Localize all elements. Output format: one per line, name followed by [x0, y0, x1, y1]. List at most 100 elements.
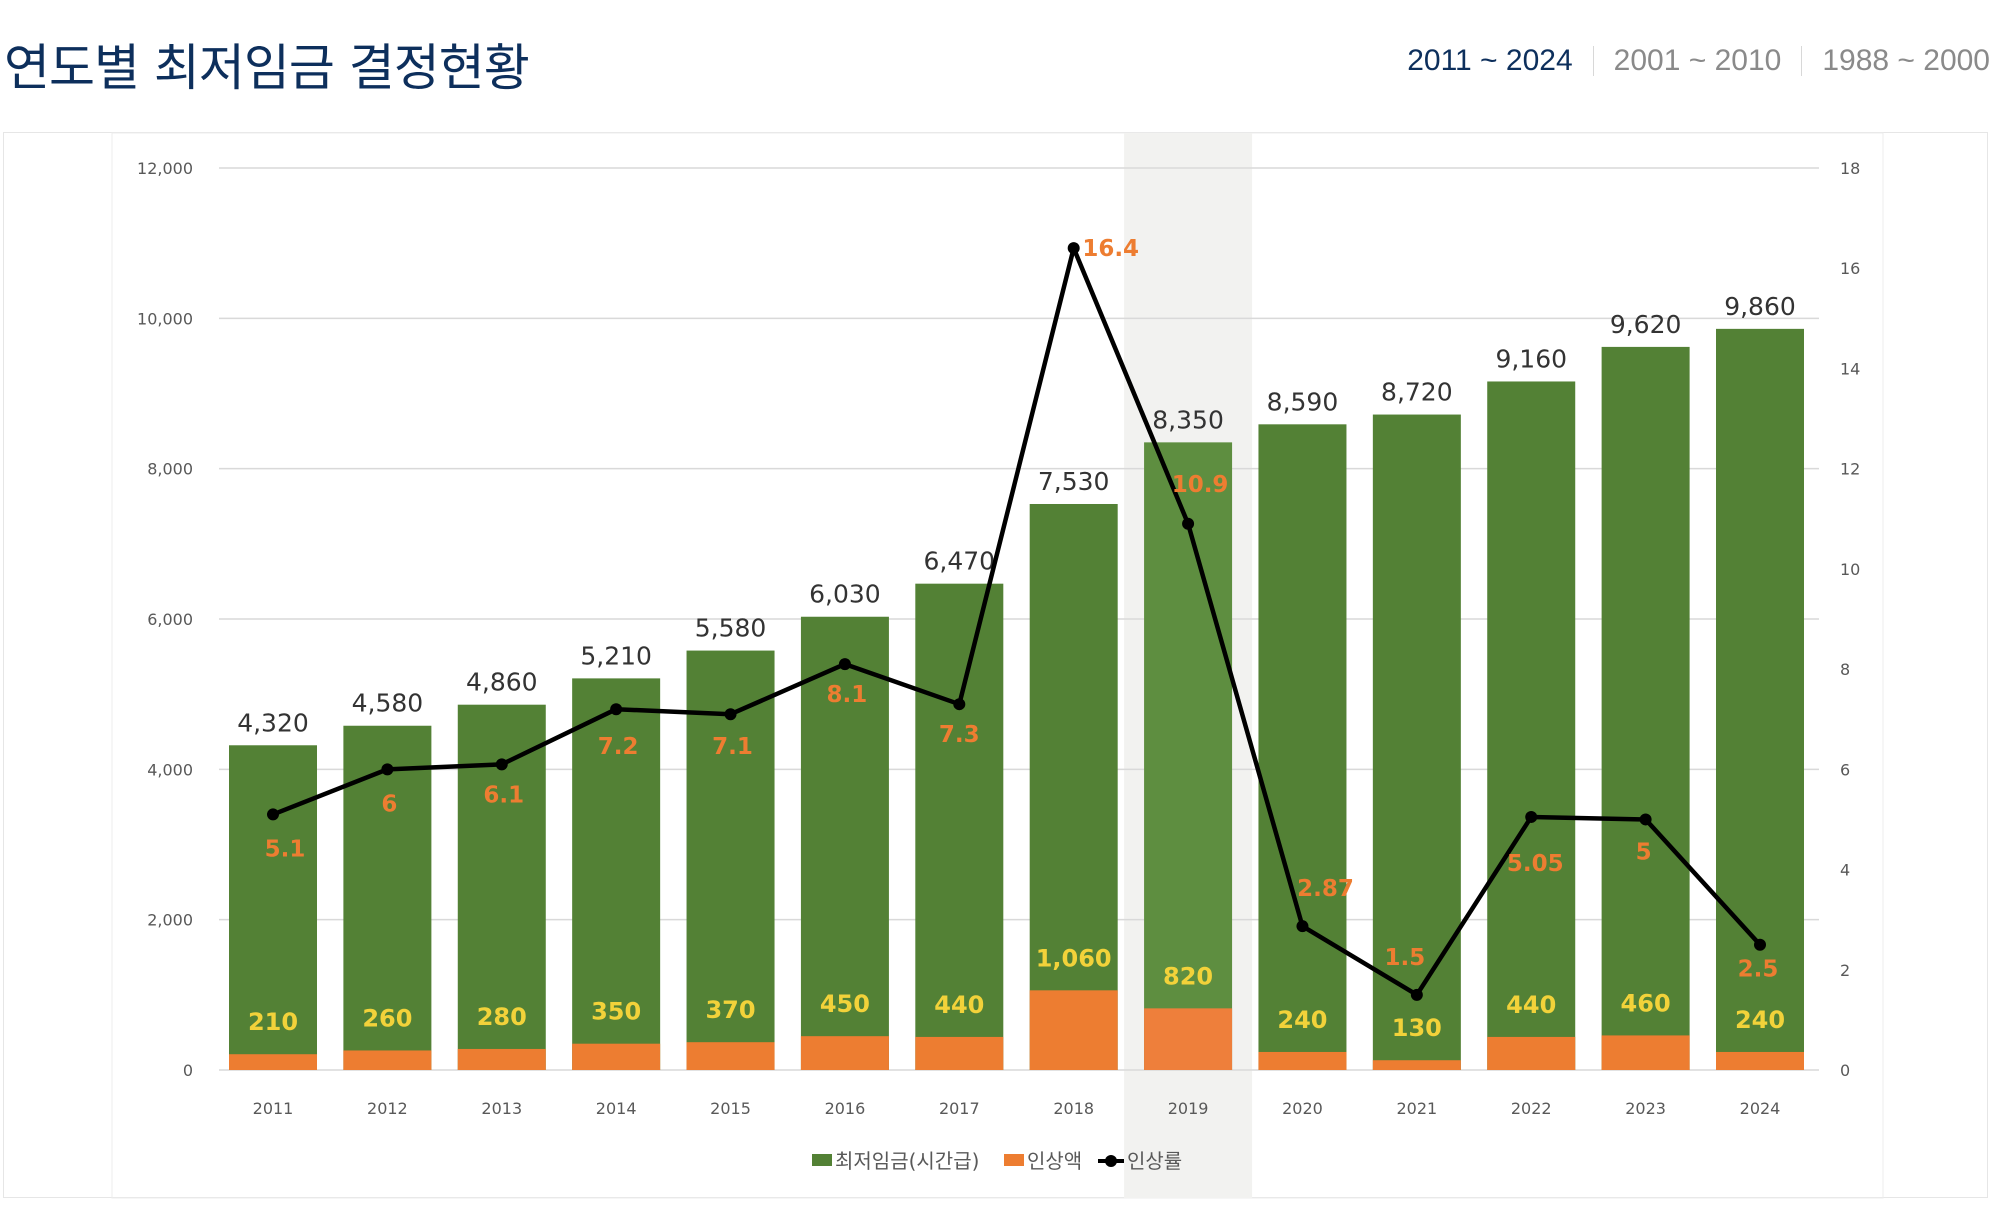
rate-label: 5.05 [1507, 851, 1564, 877]
wage-label: 8,720 [1381, 378, 1453, 407]
wage-bar [1487, 381, 1576, 1070]
x-tick-label: 2017 [939, 1099, 980, 1118]
y-right-tick-label: 8 [1840, 660, 1850, 679]
increase-label: 130 [1392, 1014, 1442, 1042]
increase-bar [1716, 1051, 1804, 1070]
rate-marker [495, 758, 508, 771]
y-right-tick-label: 16 [1840, 259, 1860, 278]
rate-label: 8.1 [827, 682, 868, 708]
increase-bar [915, 1036, 1004, 1070]
rate-marker [1067, 242, 1080, 255]
rate-label: 7.1 [712, 734, 753, 760]
rate-label: 2.87 [1297, 876, 1354, 902]
wage-label: 5,580 [695, 614, 767, 643]
increase-label: 460 [1621, 989, 1671, 1017]
wage-bar [800, 616, 889, 1070]
legend-label-rate: 인상률 [1127, 1149, 1182, 1173]
period-tabs: 2011 ~ 2024 2001 ~ 2010 1988 ~ 2000 [1387, 44, 1990, 78]
increase-bar [1144, 1008, 1233, 1070]
y-left-tick-label: 0 [183, 1061, 193, 1080]
x-tick-label: 2015 [710, 1099, 751, 1118]
plot-area [111, 132, 1884, 1199]
y-right-tick-label: 18 [1840, 159, 1860, 178]
rate-label: 5.1 [265, 836, 306, 862]
wage-label: 9,860 [1724, 292, 1796, 321]
x-tick-label: 2019 [1168, 1099, 1209, 1118]
wage-label: 4,580 [352, 689, 424, 718]
wage-bar [1372, 414, 1461, 1071]
wage-label: 9,160 [1495, 344, 1567, 373]
rate-label: 1.5 [1384, 945, 1425, 971]
rate-marker [1296, 920, 1309, 933]
rate-label: 2.5 [1738, 957, 1779, 983]
rate-label: 7.2 [598, 734, 639, 760]
x-tick-label: 2014 [596, 1099, 637, 1118]
rate-label: 16.4 [1082, 236, 1139, 262]
rate-marker [1525, 810, 1538, 823]
increase-label: 350 [591, 998, 641, 1026]
wage-label: 5,210 [580, 641, 652, 670]
x-tick-label: 2024 [1740, 1099, 1781, 1118]
rate-label: 10.9 [1172, 472, 1229, 498]
rate-label: 6 [381, 791, 397, 817]
x-tick-label: 2018 [1053, 1099, 1094, 1118]
rate-marker [1639, 813, 1652, 826]
y-right-tick-label: 2 [1840, 961, 1850, 980]
wage-bar [915, 583, 1004, 1070]
legend-swatch-increase [1004, 1154, 1024, 1166]
wage-label: 8,590 [1267, 387, 1339, 416]
wage-label: 4,320 [237, 708, 309, 737]
rate-marker [1754, 938, 1766, 951]
increase-bar [229, 1054, 317, 1070]
wage-bar [686, 650, 775, 1070]
increase-label: 440 [934, 991, 984, 1019]
legend-label-wage: 최저임금(시간급) [835, 1149, 979, 1173]
wage-label: 8,350 [1152, 405, 1224, 434]
wage-label: 6,030 [809, 580, 881, 609]
x-tick-label: 2013 [481, 1099, 522, 1118]
wage-bar [1258, 424, 1347, 1070]
y-right-tick-label: 10 [1840, 560, 1860, 579]
wage-bar [1144, 442, 1233, 1070]
y-left-tick-label: 8,000 [147, 460, 193, 479]
rate-marker [267, 808, 279, 821]
page-title: 연도별 최저임금 결정현황 [4, 39, 530, 97]
wage-bar [572, 678, 661, 1070]
wage-label: 4,860 [466, 668, 538, 697]
y-left-tick-label: 10,000 [137, 309, 193, 328]
y-left-tick-label: 12,000 [137, 159, 193, 178]
y-left-tick-label: 2,000 [147, 911, 193, 930]
x-tick-label: 2012 [367, 1099, 408, 1118]
increase-bar [572, 1043, 661, 1070]
rate-label: 5 [1636, 839, 1652, 865]
y-right-tick-label: 0 [1840, 1061, 1850, 1080]
increase-label: 370 [705, 996, 755, 1024]
x-tick-label: 2021 [1396, 1099, 1437, 1118]
x-tick-label: 2023 [1625, 1099, 1666, 1118]
increase-label: 280 [477, 1003, 527, 1031]
rate-marker [953, 698, 966, 711]
increase-bar [800, 1036, 889, 1070]
increase-bar [1487, 1036, 1576, 1070]
increase-label: 1,060 [1036, 944, 1112, 972]
increase-bar [686, 1042, 775, 1070]
rate-marker [1410, 988, 1423, 1001]
wage-bar [1601, 346, 1690, 1070]
increase-label: 260 [362, 1004, 412, 1032]
rate-line [272, 245, 1762, 998]
y-right-tick-label: 14 [1840, 359, 1860, 378]
y-right-tick-label: 6 [1840, 760, 1850, 779]
tab-1988-2000[interactable]: 1988 ~ 2000 [1822, 44, 1990, 77]
legend-swatch-rate-marker [1105, 1155, 1117, 1167]
tab-2011-2024[interactable]: 2011 ~ 2024 [1407, 44, 1573, 77]
x-tick-label: 2011 [253, 1099, 294, 1118]
tab-divider [1801, 46, 1803, 76]
increase-bar [1601, 1035, 1690, 1070]
x-tick-label: 2016 [825, 1099, 866, 1118]
rate-marker [381, 763, 394, 776]
tab-2001-2010[interactable]: 2001 ~ 2010 [1613, 44, 1782, 77]
wage-bar [229, 745, 317, 1070]
increase-bar [343, 1050, 432, 1070]
increase-label: 240 [1735, 1006, 1785, 1034]
